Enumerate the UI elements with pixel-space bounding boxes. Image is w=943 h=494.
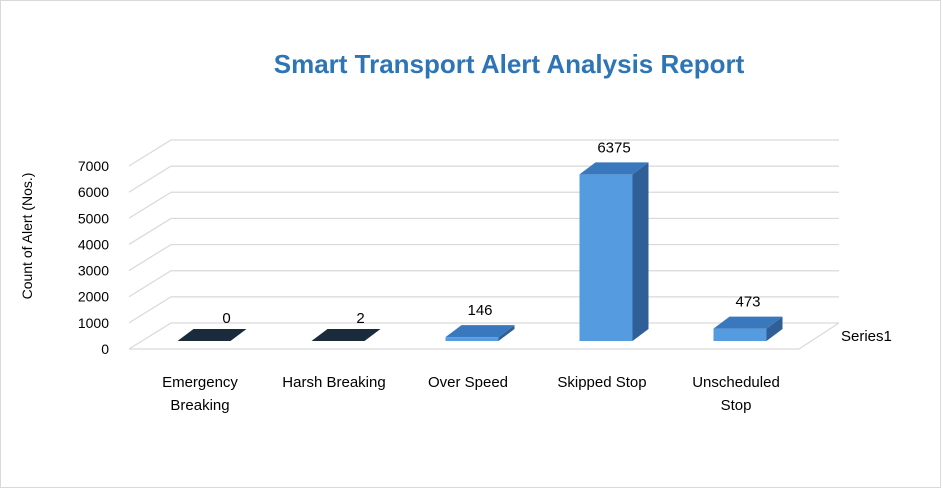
- y-tick-label: 7000: [78, 158, 109, 174]
- data-label: 0: [222, 310, 230, 327]
- gridline: [128, 165, 839, 193]
- data-label: 6375: [597, 139, 630, 156]
- bar: [311, 329, 381, 341]
- bar: [177, 329, 247, 341]
- bar-front: [713, 328, 767, 341]
- bar-top: [311, 329, 381, 341]
- category-label: Over Speed: [428, 374, 508, 391]
- y-tick-label: 4000: [78, 236, 109, 252]
- bar-side: [632, 162, 649, 341]
- gridline: [128, 139, 839, 167]
- category-labels: Emergency Breaking Harsh Breaking Over Spee…: [162, 374, 780, 414]
- category-label: Unscheduled Stop: [692, 374, 780, 414]
- y-axis-ticks: 0 1000 2000 3000 4000 5000 6000 7000: [78, 158, 109, 357]
- floor-edge: [129, 322, 840, 350]
- gridline: [128, 243, 839, 272]
- bar-top: [713, 316, 783, 329]
- bar-side: [766, 316, 783, 341]
- y-tick-label: 2000: [78, 289, 109, 305]
- gridline: [128, 217, 839, 245]
- bar-front: [579, 174, 633, 341]
- y-tick-label: 3000: [78, 263, 109, 279]
- bar-top: [579, 162, 649, 175]
- y-tick-label: 1000: [78, 315, 109, 331]
- bar: [713, 316, 783, 341]
- data-label: 473: [735, 294, 760, 311]
- data-labels: 0 2 146 6375 473: [222, 139, 760, 327]
- legend-series-label: Series1: [841, 328, 892, 345]
- bars: [177, 162, 783, 341]
- legend: Series1: [841, 328, 892, 345]
- bar: [579, 162, 649, 341]
- bar-front: [445, 337, 499, 341]
- gridline: [128, 270, 839, 298]
- y-axis-title: Count of Alert (Nos.): [19, 173, 35, 300]
- data-label: 2: [356, 310, 364, 327]
- chart-title: Smart Transport Alert Analysis Report: [274, 49, 745, 79]
- category-label: Emergency Breaking: [162, 374, 238, 414]
- data-label: 146: [467, 302, 492, 319]
- bar: [445, 325, 515, 341]
- gridline: [128, 191, 839, 219]
- y-tick-label: 6000: [78, 184, 109, 200]
- bar-top: [445, 325, 515, 338]
- bar-side: [498, 325, 515, 341]
- category-label: Harsh Breaking: [282, 374, 385, 391]
- category-label: Skipped Stop: [557, 374, 646, 391]
- gridlines: [128, 139, 840, 350]
- y-tick-label: 0: [101, 341, 109, 357]
- bar-top: [177, 329, 247, 341]
- y-tick-label: 5000: [78, 210, 109, 226]
